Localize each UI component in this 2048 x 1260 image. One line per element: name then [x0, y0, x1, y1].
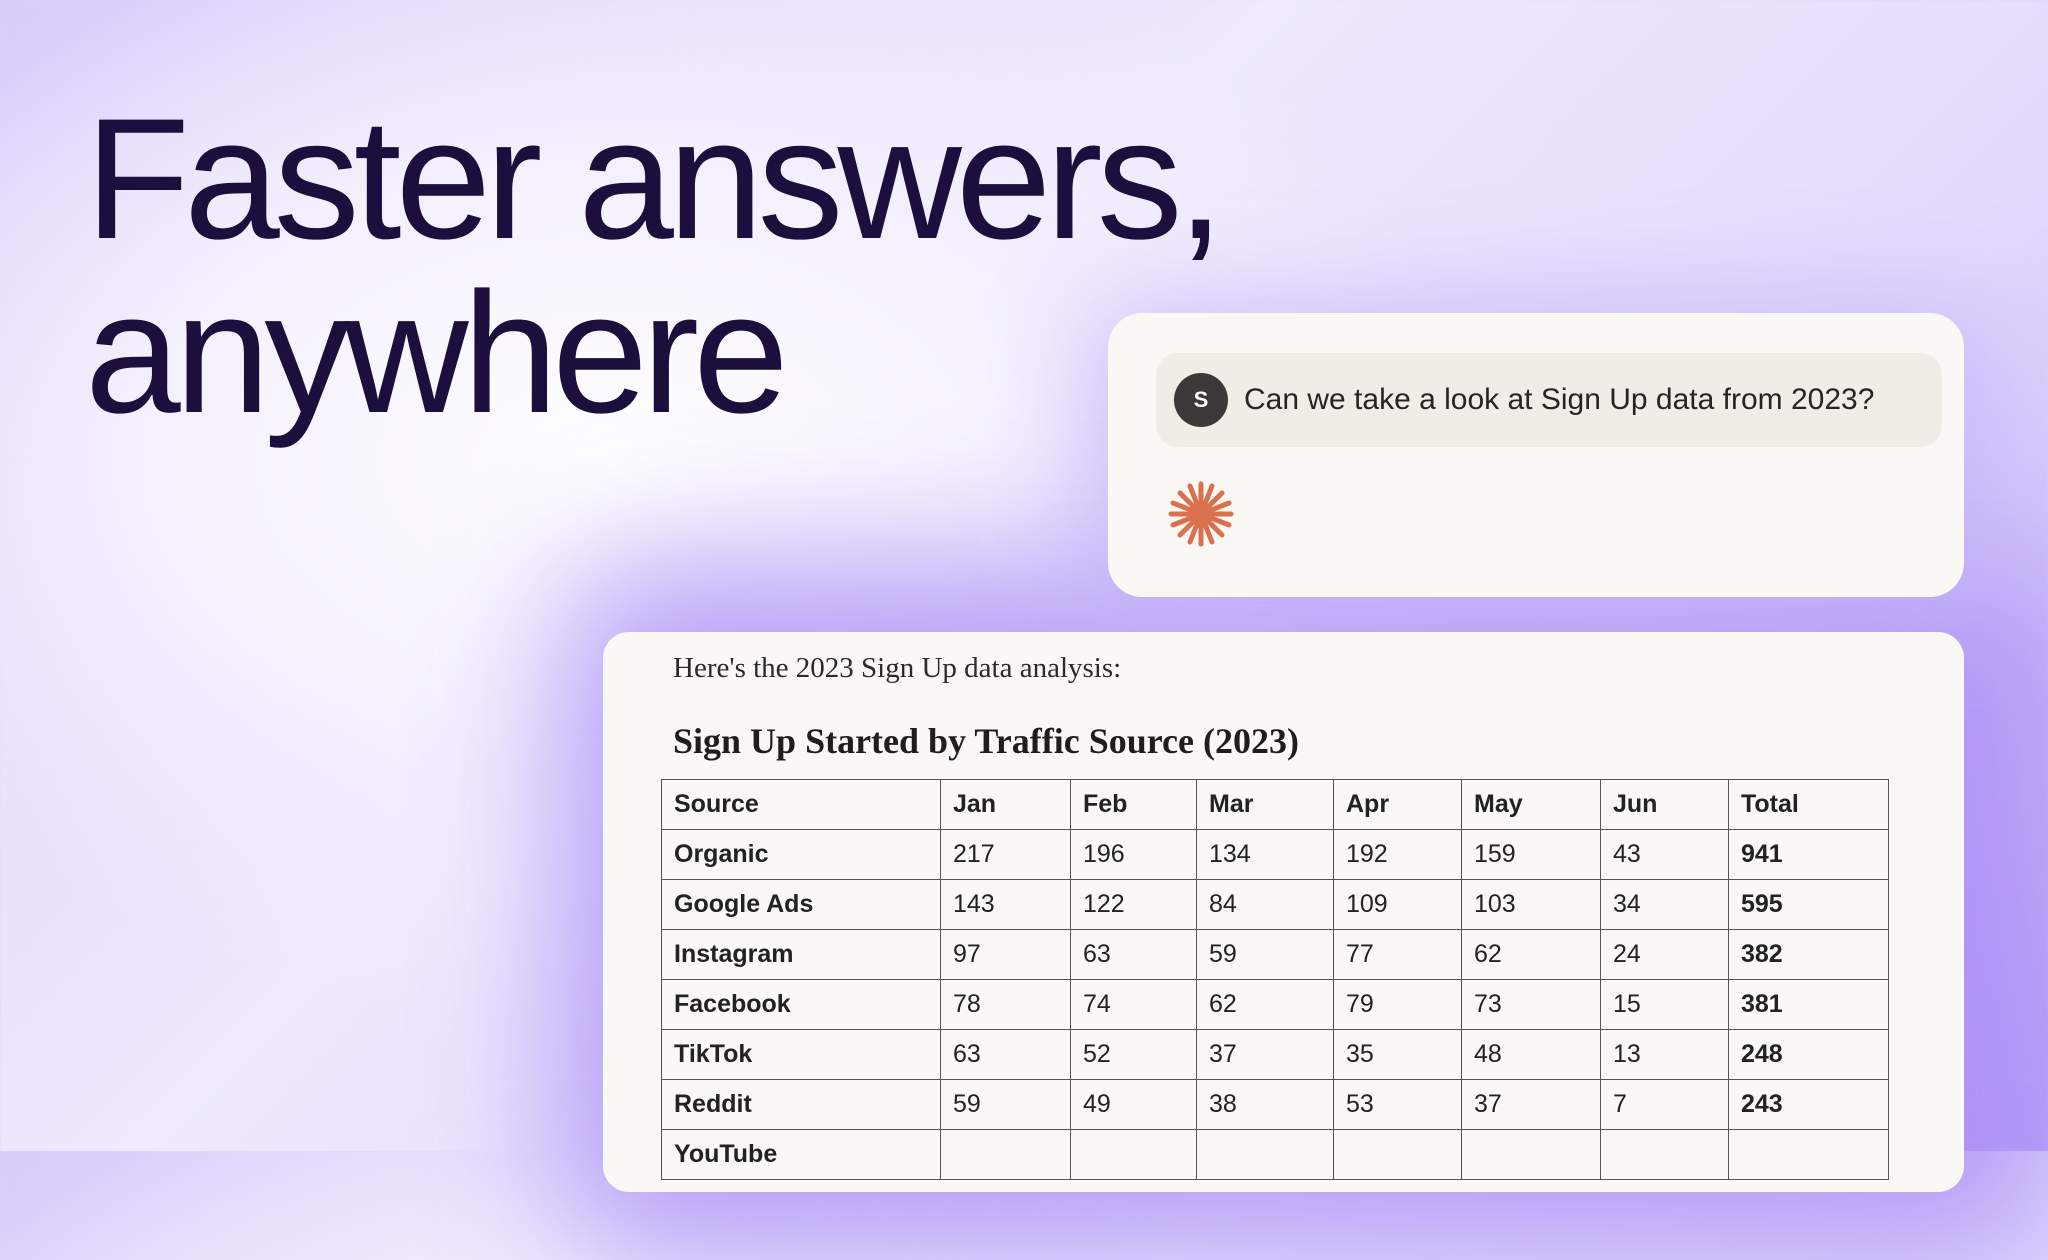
- value-cell: [1196, 1129, 1334, 1180]
- value-cell: 192: [1333, 829, 1462, 880]
- value-cell: 24: [1600, 929, 1729, 980]
- value-cell: [1461, 1129, 1601, 1180]
- column-header: Feb: [1070, 779, 1197, 830]
- source-cell: Facebook: [661, 979, 941, 1030]
- table-title: Sign Up Started by Traffic Source (2023): [673, 721, 1299, 761]
- value-cell: 59: [940, 1079, 1071, 1130]
- total-cell: 382: [1728, 929, 1889, 980]
- value-cell: 109: [1333, 879, 1462, 930]
- total-cell: 243: [1728, 1079, 1889, 1130]
- headline-line-1: Faster answers,: [85, 83, 1224, 275]
- column-header: Mar: [1196, 779, 1334, 830]
- response-card: Here's the 2023 Sign Up data analysis: S…: [603, 632, 1964, 1192]
- value-cell: [1600, 1129, 1729, 1180]
- response-intro: Here's the 2023 Sign Up data analysis:: [673, 652, 1122, 684]
- value-cell: 79: [1333, 979, 1462, 1030]
- value-cell: 134: [1196, 829, 1334, 880]
- source-cell: YouTube: [661, 1129, 941, 1180]
- total-cell: 595: [1728, 879, 1889, 930]
- value-cell: 52: [1070, 1029, 1197, 1080]
- value-cell: 43: [1600, 829, 1729, 880]
- table-row: Reddit 59 49 38 53 37 7 243: [661, 1079, 1889, 1130]
- column-header: May: [1461, 779, 1601, 830]
- value-cell: 38: [1196, 1079, 1334, 1130]
- value-cell: 13: [1600, 1029, 1729, 1080]
- table-row: YouTube: [661, 1129, 1889, 1180]
- value-cell: 37: [1196, 1029, 1334, 1080]
- value-cell: 84: [1196, 879, 1334, 930]
- value-cell: [1333, 1129, 1462, 1180]
- value-cell: 73: [1461, 979, 1601, 1030]
- value-cell: 7: [1600, 1079, 1729, 1130]
- value-cell: [940, 1129, 1071, 1180]
- value-cell: 97: [940, 929, 1071, 980]
- table-header-row: Source Jan Feb Mar Apr May Jun Total: [661, 779, 1889, 830]
- orange-asterisk-icon: [1168, 481, 1234, 547]
- headline: Faster answers, anywhere: [85, 92, 1224, 440]
- table-row: TikTok 63 52 37 35 48 13 248: [661, 1029, 1889, 1080]
- value-cell: 63: [940, 1029, 1071, 1080]
- source-cell: Google Ads: [661, 879, 941, 930]
- value-cell: 196: [1070, 829, 1197, 880]
- value-cell: 159: [1461, 829, 1601, 880]
- value-cell: 35: [1333, 1029, 1462, 1080]
- value-cell: 103: [1461, 879, 1601, 930]
- table-row: Facebook 78 74 62 79 73 15 381: [661, 979, 1889, 1030]
- total-cell: 381: [1728, 979, 1889, 1030]
- column-header: Jan: [940, 779, 1071, 830]
- value-cell: 217: [940, 829, 1071, 880]
- value-cell: 78: [940, 979, 1071, 1030]
- table-row: Organic 217 196 134 192 159 43 941: [661, 829, 1889, 880]
- column-header: Jun: [1600, 779, 1729, 830]
- value-cell: 63: [1070, 929, 1197, 980]
- source-cell: TikTok: [661, 1029, 941, 1080]
- value-cell: 48: [1461, 1029, 1601, 1080]
- value-cell: 77: [1333, 929, 1462, 980]
- avatar: S: [1174, 373, 1228, 427]
- value-cell: 62: [1196, 979, 1334, 1030]
- source-cell: Reddit: [661, 1079, 941, 1130]
- total-cell: 941: [1728, 829, 1889, 880]
- column-header: Source: [661, 779, 941, 830]
- total-cell: [1728, 1129, 1889, 1180]
- value-cell: 15: [1600, 979, 1729, 1030]
- total-cell: 248: [1728, 1029, 1889, 1080]
- value-cell: 62: [1461, 929, 1601, 980]
- value-cell: 74: [1070, 979, 1197, 1030]
- value-cell: 143: [940, 879, 1071, 930]
- value-cell: [1070, 1129, 1197, 1180]
- user-message: Can we take a look at Sign Up data from …: [1244, 383, 1875, 416]
- value-cell: 34: [1600, 879, 1729, 930]
- column-header: Total: [1728, 779, 1889, 830]
- source-cell: Instagram: [661, 929, 941, 980]
- source-cell: Organic: [661, 829, 941, 880]
- chat-card: S Can we take a look at Sign Up data fro…: [1108, 313, 1964, 597]
- table-row: Instagram 97 63 59 77 62 24 382: [661, 929, 1889, 980]
- value-cell: 37: [1461, 1079, 1601, 1130]
- value-cell: 59: [1196, 929, 1334, 980]
- user-message-bubble: S Can we take a look at Sign Up data fro…: [1156, 353, 1942, 447]
- value-cell: 122: [1070, 879, 1197, 930]
- value-cell: 49: [1070, 1079, 1197, 1130]
- table-row: Google Ads 143 122 84 109 103 34 595: [661, 879, 1889, 930]
- headline-line-2: anywhere: [85, 257, 789, 449]
- value-cell: 53: [1333, 1079, 1462, 1130]
- column-header: Apr: [1333, 779, 1462, 830]
- signup-table: Source Jan Feb Mar Apr May Jun Total Organic 217…: [661, 779, 1889, 1180]
